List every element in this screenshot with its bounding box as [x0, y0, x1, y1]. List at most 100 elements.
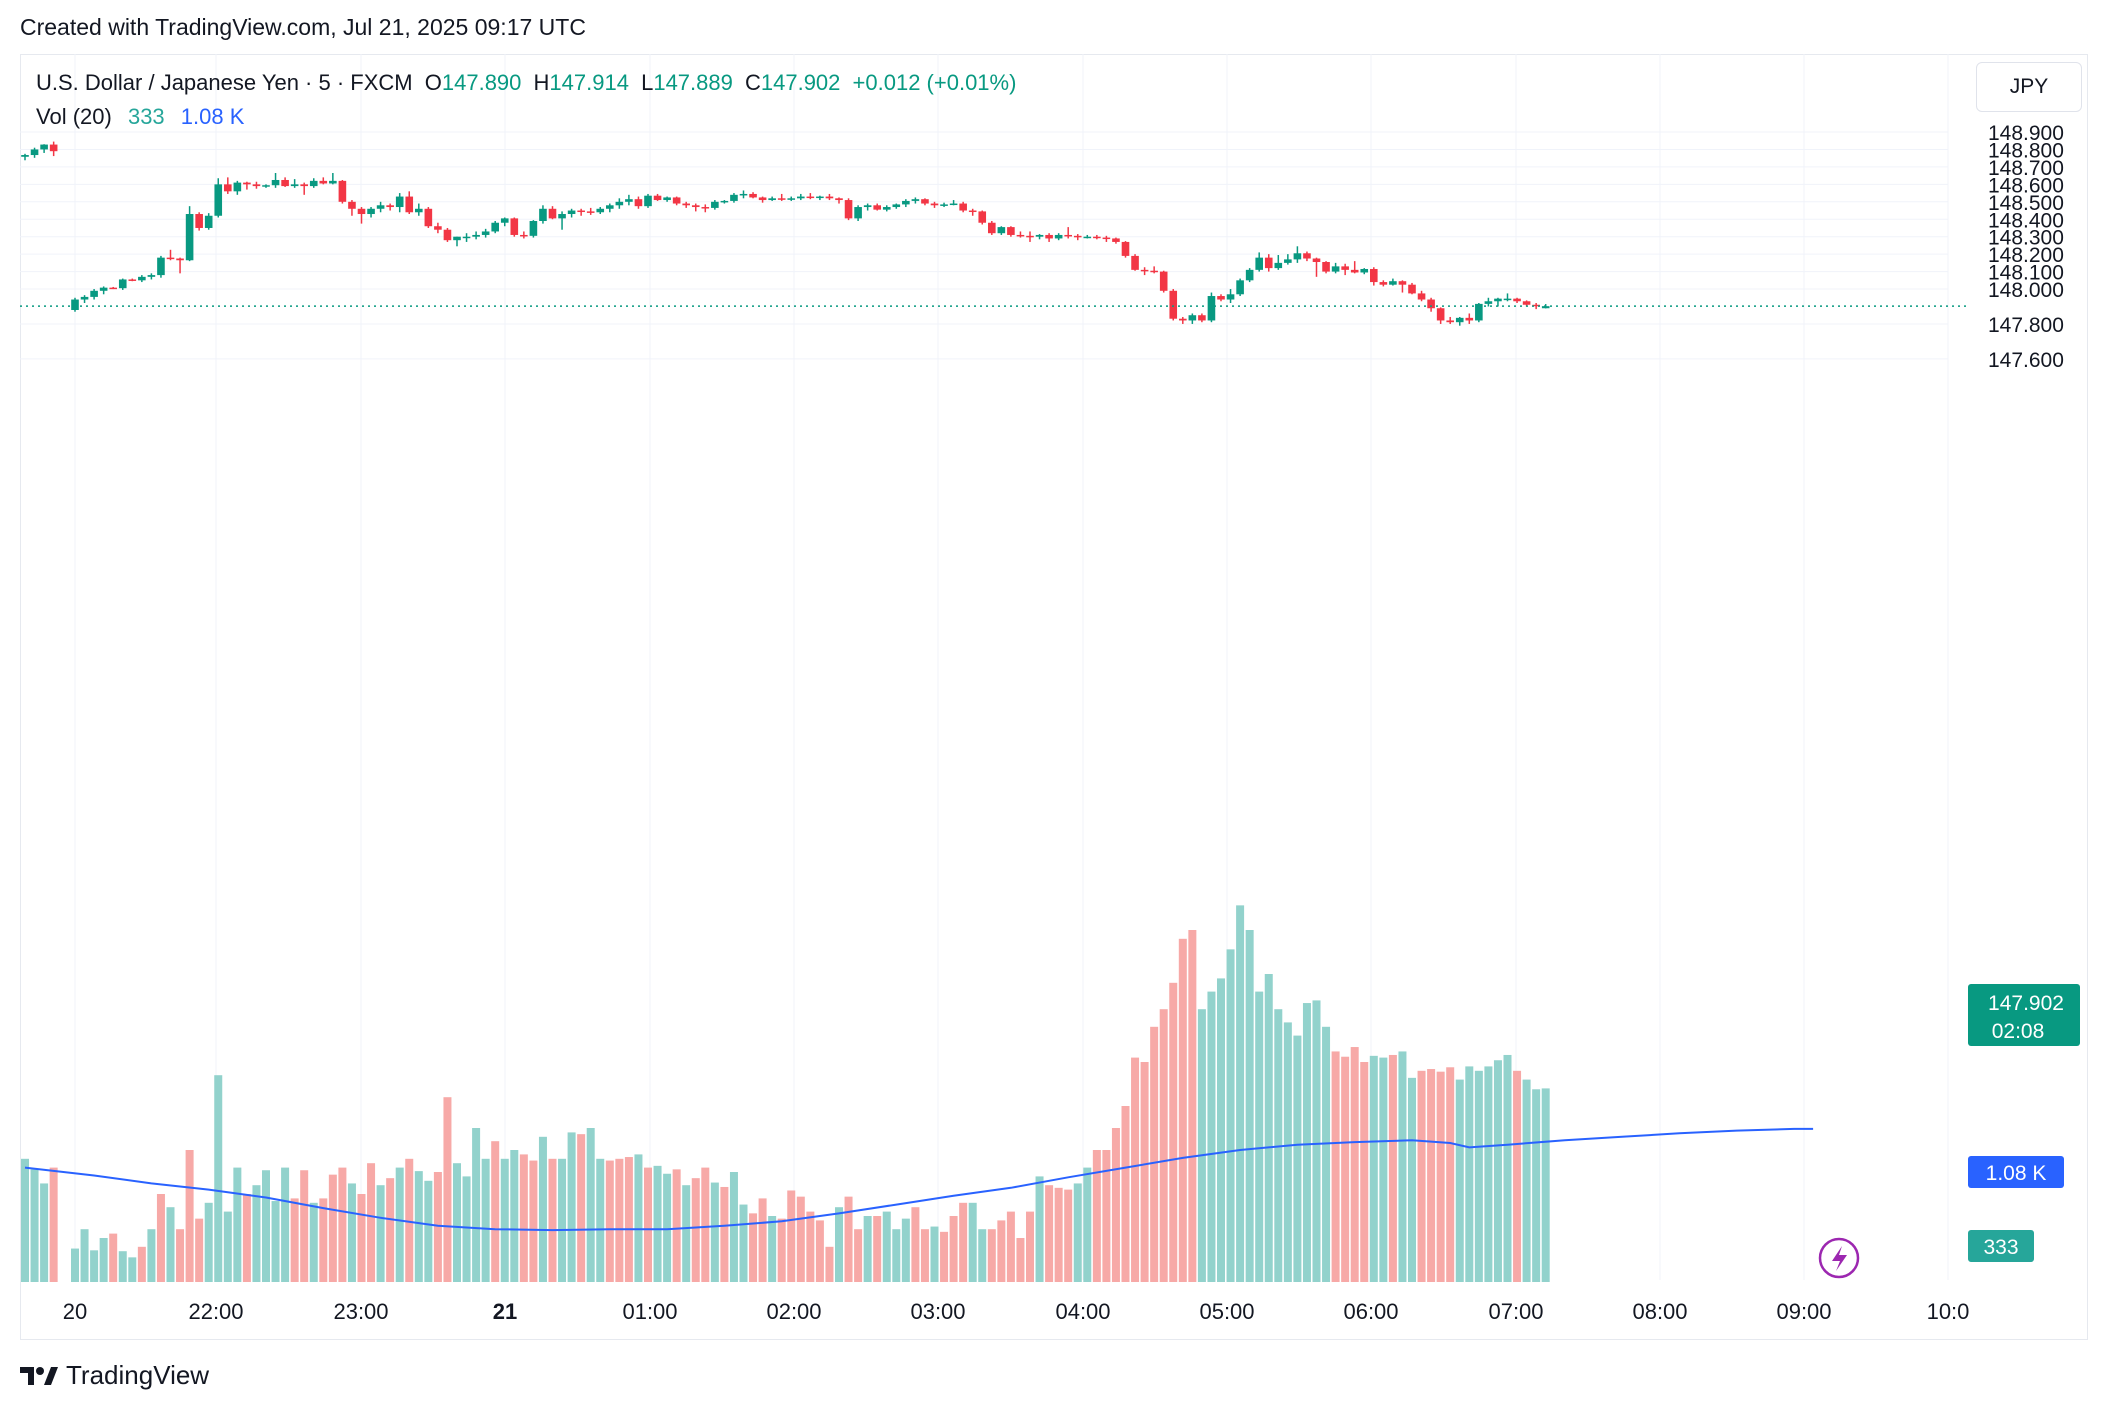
- volume-bar: [1255, 991, 1264, 1282]
- volume-bar: [710, 1182, 719, 1282]
- candle: [1532, 303, 1540, 310]
- candle: [548, 206, 557, 220]
- volume-bar: [1513, 1070, 1522, 1282]
- candle: [1360, 268, 1369, 275]
- volume-bar: [1026, 1211, 1034, 1282]
- candle: [1513, 297, 1521, 304]
- volume-bar: [749, 1213, 758, 1282]
- candle: [1274, 255, 1283, 270]
- candle: [510, 217, 519, 237]
- vol-ma-badge: [1968, 1156, 2064, 1188]
- symbol-title[interactable]: U.S. Dollar / Japanese Yen · 5 · FXCM: [36, 70, 413, 95]
- price-chart[interactable]: 148.900148.800148.700148.600148.500148.4…: [0, 0, 2108, 1340]
- open-label: O: [424, 70, 442, 95]
- lightning-icon[interactable]: [1818, 1237, 1860, 1279]
- volume-bar: [873, 1216, 882, 1282]
- volume-bar: [99, 1238, 108, 1282]
- candle: [1198, 313, 1206, 323]
- volume-bar: [1322, 1026, 1331, 1282]
- candle: [1054, 233, 1063, 241]
- time-tick-label: 21: [493, 1299, 517, 1324]
- candle: [166, 249, 175, 261]
- volume-bar: [1226, 949, 1235, 1282]
- candle: [319, 177, 328, 185]
- candle: [911, 197, 920, 204]
- candle: [1303, 251, 1311, 262]
- candle: [768, 196, 776, 201]
- volume-bar: [653, 1165, 662, 1282]
- high-label: H: [533, 70, 550, 95]
- volume-bar: [128, 1257, 137, 1282]
- candle: [1446, 316, 1454, 324]
- candle: [844, 198, 853, 221]
- volume-bar: [911, 1207, 920, 1282]
- volume-bar: [901, 1218, 910, 1282]
- candle: [243, 181, 251, 190]
- candle: [395, 193, 404, 213]
- candle: [138, 275, 146, 283]
- volume-bar: [1006, 1211, 1015, 1282]
- candle: [682, 201, 690, 208]
- candle: [586, 207, 595, 215]
- candle: [1465, 313, 1474, 324]
- close-number: 147.902: [760, 70, 841, 95]
- volume-bar: [672, 1169, 681, 1282]
- candle: [1408, 282, 1416, 295]
- volume-bar: [1064, 1189, 1073, 1282]
- candle: [882, 205, 891, 212]
- volume-bar: [1150, 1026, 1159, 1282]
- volume-bar: [357, 1194, 366, 1282]
- candle: [1322, 261, 1330, 274]
- high-number: 147.914: [549, 70, 629, 95]
- volume-bar: [510, 1150, 519, 1282]
- vol-badge-value: 333: [1983, 1236, 2018, 1259]
- volume-bar: [223, 1211, 232, 1282]
- volume-bar: [443, 1097, 452, 1282]
- low-value: L147.889: [641, 70, 733, 95]
- volume-bar: [854, 1229, 863, 1282]
- volume-bar: [548, 1158, 557, 1282]
- candle: [118, 278, 127, 290]
- volume-bar: [605, 1160, 614, 1282]
- time-tick-label: 04:00: [1055, 1299, 1110, 1324]
- grid-lines: [20, 54, 1949, 1280]
- candle: [90, 289, 98, 300]
- candle: [921, 198, 929, 206]
- volume-bar: [195, 1218, 204, 1282]
- candle: [357, 207, 366, 224]
- volume-bar: [376, 1185, 385, 1282]
- candle: [462, 233, 471, 242]
- volume-bar: [978, 1229, 987, 1282]
- volume-bar: [987, 1229, 996, 1282]
- volume-bar: [682, 1185, 691, 1282]
- price-tick-label: 148.500: [1988, 192, 2064, 215]
- volume-bar: [691, 1178, 700, 1282]
- volume-bar: [815, 1220, 824, 1282]
- volume-legend: Vol (20) 333 1.08 K: [36, 104, 244, 130]
- candle: [434, 222, 442, 234]
- candle: [701, 204, 710, 213]
- price-axis[interactable]: 148.900148.800148.700148.600148.500148.4…: [1988, 122, 2064, 372]
- time-axis[interactable]: 20 22:00 23:00 21 01:00 02:00 03:00 04:00 05:00 0…: [63, 1299, 1970, 1324]
- candle: [453, 236, 461, 247]
- candle: [109, 286, 117, 290]
- time-tick-label: 08:00: [1632, 1299, 1687, 1324]
- candle: [672, 196, 681, 206]
- candle: [1484, 297, 1493, 307]
- volume-bar: [1178, 938, 1187, 1282]
- volume-bar: [405, 1158, 414, 1282]
- candle: [21, 153, 29, 161]
- volume-bar: [1493, 1060, 1502, 1282]
- currency-button[interactable]: JPY: [1976, 62, 2082, 112]
- candle: [577, 208, 585, 216]
- volume-bar: [472, 1128, 481, 1282]
- candle: [567, 208, 576, 218]
- volume-bar: [777, 1218, 786, 1282]
- candle: [997, 226, 1006, 235]
- candle: [1245, 268, 1254, 283]
- volume-bar: [433, 1172, 442, 1282]
- volume-indicator-name[interactable]: Vol (20): [36, 104, 112, 129]
- volume-bar: [1465, 1066, 1474, 1282]
- candle: [1427, 297, 1435, 312]
- price-tick-label: 147.800: [1988, 314, 2064, 337]
